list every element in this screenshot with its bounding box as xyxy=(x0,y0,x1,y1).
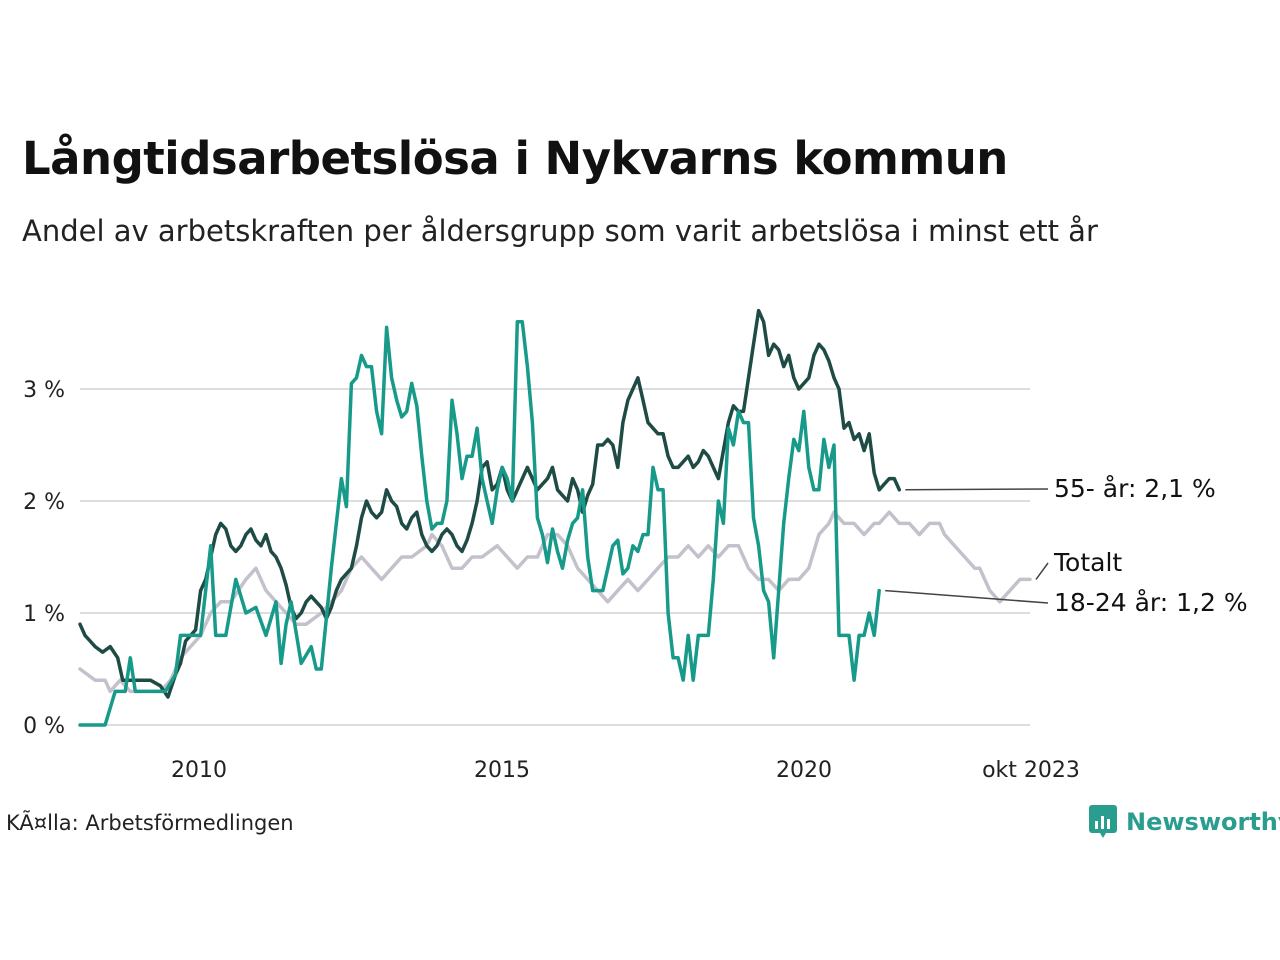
y-tick-label: 0 % xyxy=(23,714,65,739)
end-label-leader xyxy=(905,488,1049,491)
bar-chart-icon xyxy=(1089,805,1117,838)
series-end-label: 55- år: 2,1 % xyxy=(1054,474,1216,503)
x-tick-label: 2020 xyxy=(776,758,832,783)
source-note: KÃ¤lla: Arbetsförmedlingen xyxy=(6,811,294,835)
series-line xyxy=(78,510,1032,694)
x-tick-label: okt 2023 xyxy=(982,758,1080,783)
series-line xyxy=(78,308,902,699)
series-end-label: Totalt xyxy=(1053,548,1122,577)
chart-title: Långtidsarbetslösa i Nykvarns kommun xyxy=(22,132,1008,185)
y-tick-label: 2 % xyxy=(23,490,65,515)
series-layer xyxy=(78,308,1032,727)
end-label-leader xyxy=(1035,562,1049,580)
y-tick-label: 1 % xyxy=(23,602,65,627)
x-tick-label: 2010 xyxy=(171,758,227,783)
end-label-leader xyxy=(885,589,1049,604)
brand-name: Newsworthy xyxy=(1126,808,1280,836)
y-tick-label: 3 % xyxy=(23,378,65,403)
series-end-label: 18-24 år: 1,2 % xyxy=(1054,588,1248,617)
label-layer: 0 % 1 % 2 % 3 % 2010 2015 2020 okt 2023 Totalt 55… xyxy=(23,378,1248,783)
series-line xyxy=(78,320,881,727)
chart-subtitle: Andel av arbetskraften per åldersgrupp s… xyxy=(22,214,1098,248)
grid-layer xyxy=(80,388,1030,726)
brand-logo[interactable]: Newsworthy xyxy=(1088,804,1280,840)
x-tick-label: 2015 xyxy=(474,758,530,783)
